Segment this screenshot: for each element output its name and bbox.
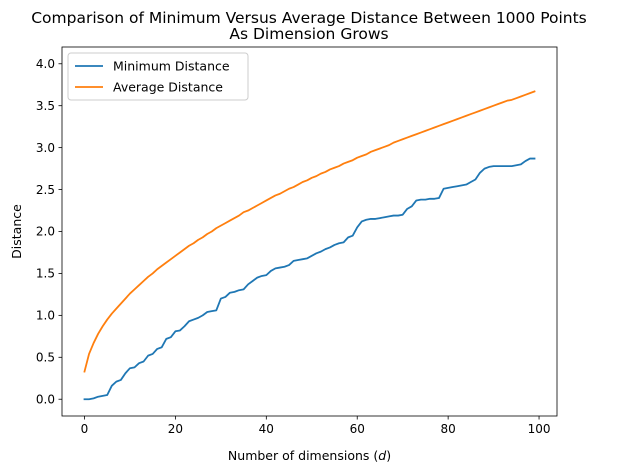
y-axis-label: Distance bbox=[9, 204, 24, 259]
x-axis-label-variable: d bbox=[378, 448, 386, 463]
y-tick-label-1-5: 1.5 bbox=[36, 267, 55, 281]
chart-title-line-2: As Dimension Grows bbox=[229, 25, 388, 43]
series-lines bbox=[83, 90, 536, 401]
x-tick-label-0: 0 bbox=[81, 422, 89, 436]
legend-label-average-distance: Average Distance bbox=[113, 80, 223, 95]
y-tick-label-3-0: 3.0 bbox=[36, 141, 55, 155]
x-tick-label-40: 40 bbox=[259, 422, 274, 436]
x-tick-label-20: 20 bbox=[168, 422, 183, 436]
legend-box bbox=[67, 52, 249, 101]
x-tick-label-60: 60 bbox=[350, 422, 365, 436]
x-axis-label-suffix: ) bbox=[386, 448, 391, 463]
y-tick-label-2-0: 2.0 bbox=[36, 225, 55, 239]
plot-area-frame bbox=[61, 46, 558, 417]
y-tick-label-4-0: 4.0 bbox=[36, 57, 55, 71]
legend-label-minimum-distance: Minimum Distance bbox=[113, 59, 230, 74]
x-tick-label-100: 100 bbox=[528, 422, 551, 436]
series-line-average-distance bbox=[83, 90, 536, 373]
y-tick-label-2-5: 2.5 bbox=[36, 183, 55, 197]
y-tick-label-3-5: 3.5 bbox=[36, 99, 55, 113]
x-axis-label-prefix: Number of dimensions ( bbox=[228, 448, 378, 463]
y-tick-label-0-5: 0.5 bbox=[36, 350, 55, 364]
series-line-minimum-distance bbox=[83, 157, 536, 401]
y-tick-label-0-0: 0.0 bbox=[36, 392, 55, 406]
axis-ticks: 0 20 40 60 80 100 0.0 0.5 1.0 1.5 2.0 2.5 3.0 3.5 4.0 bbox=[36, 57, 551, 436]
x-tick-label-80: 80 bbox=[440, 422, 455, 436]
chart-title-line-1: Comparison of Minimum Versus Average Dis… bbox=[31, 9, 587, 27]
y-tick-label-1-0: 1.0 bbox=[36, 309, 55, 323]
x-axis-label: Number of dimensions (d) bbox=[228, 448, 391, 463]
legend: Minimum Distance Average Distance bbox=[67, 52, 249, 101]
